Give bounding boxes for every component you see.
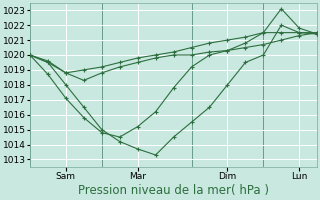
- X-axis label: Pression niveau de la mer( hPa ): Pression niveau de la mer( hPa ): [78, 184, 269, 197]
